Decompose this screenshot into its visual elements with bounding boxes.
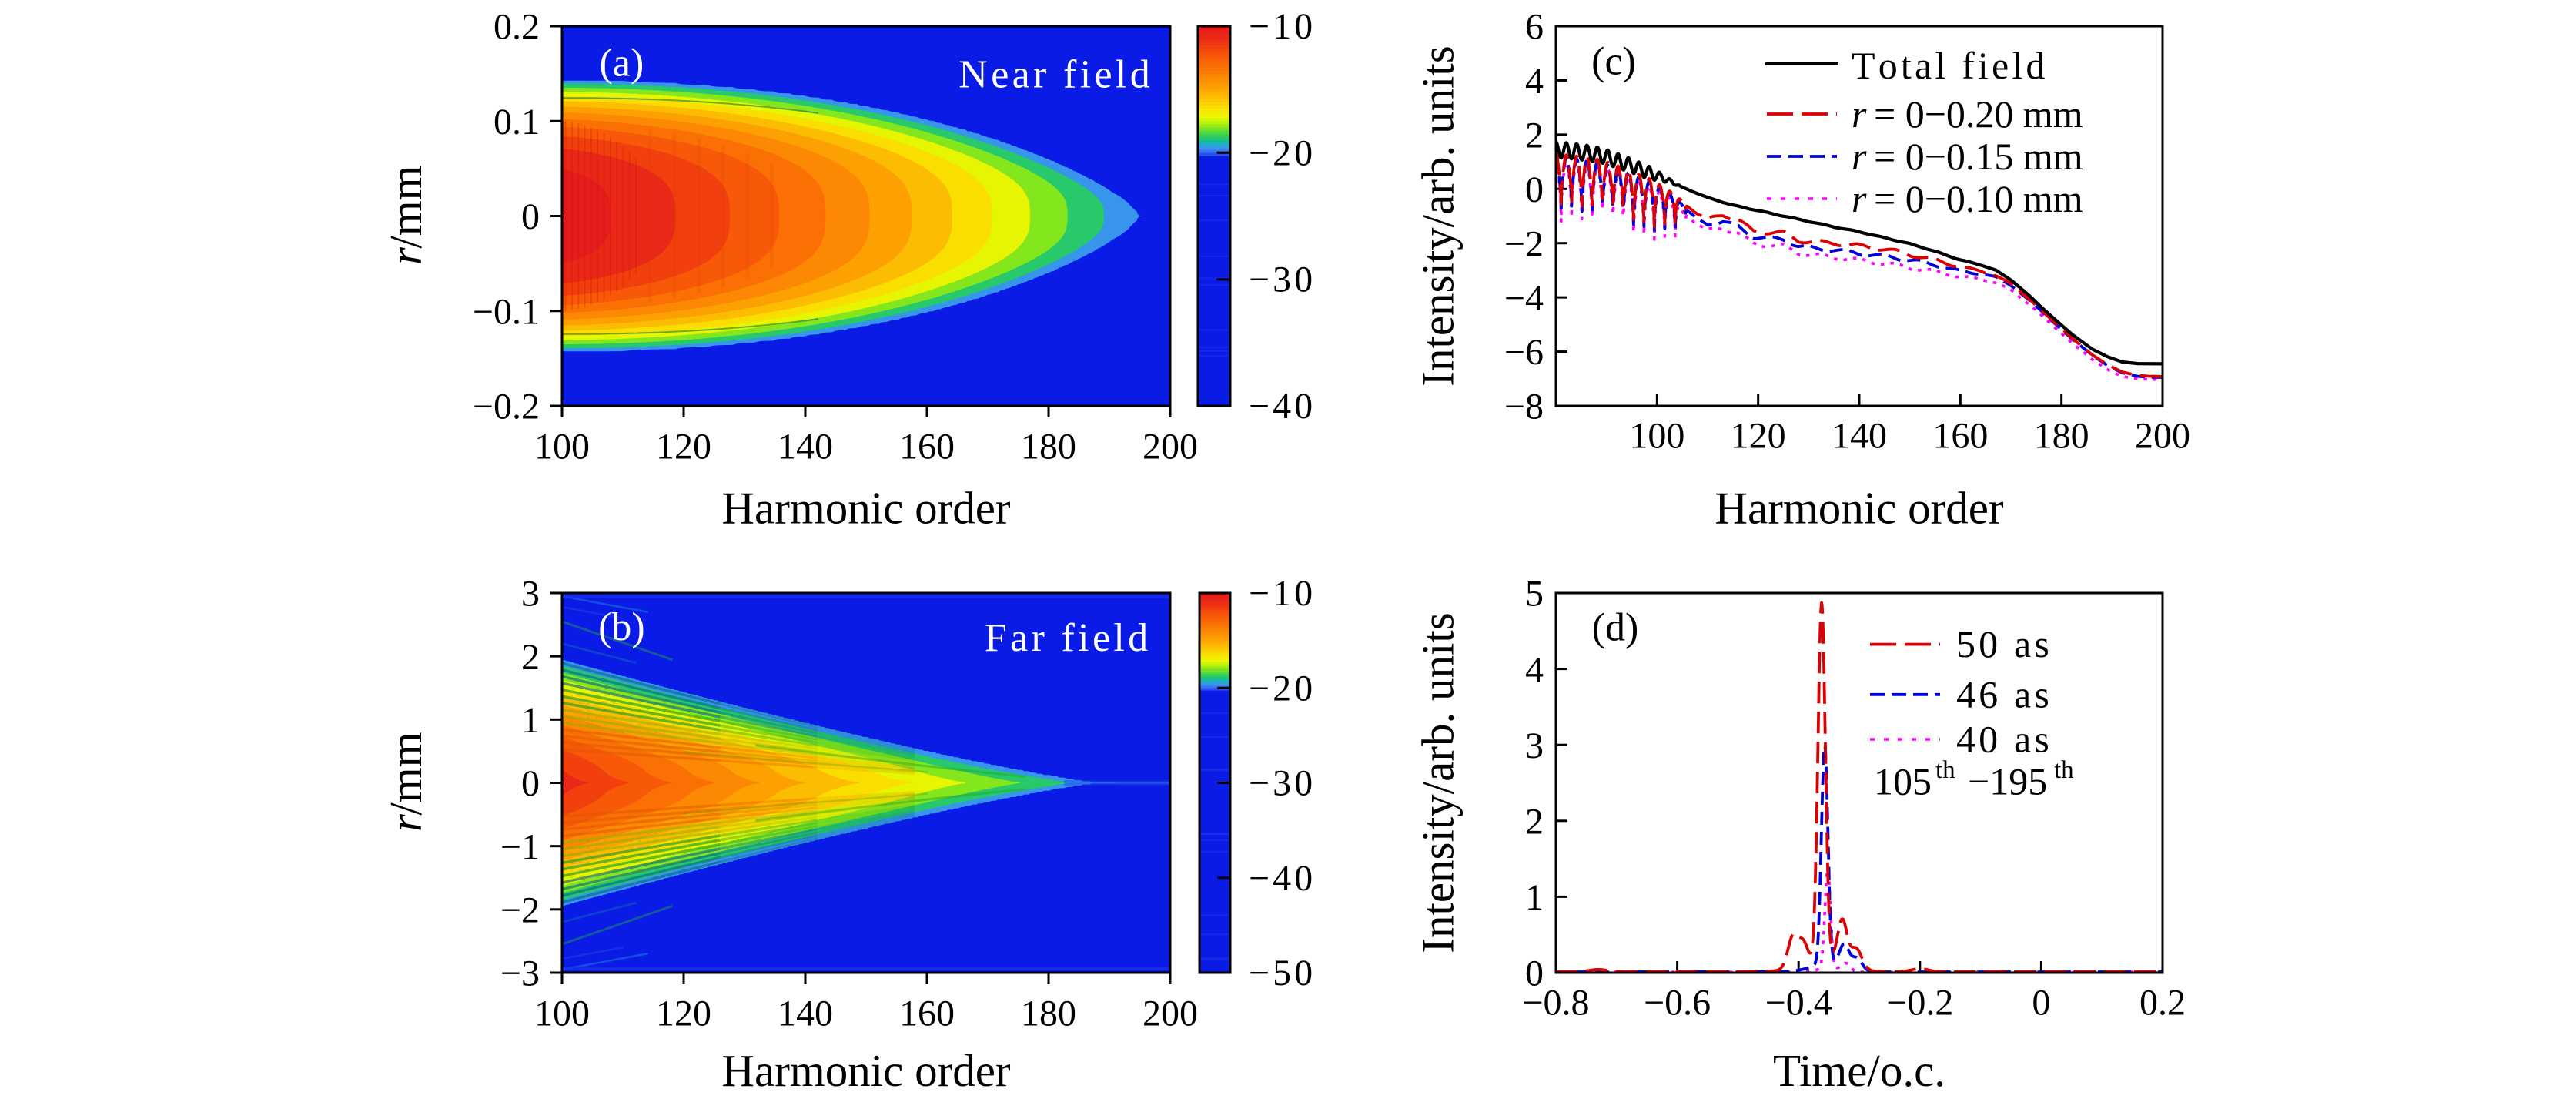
svg-text:− 4 0: − 4 0 [1249, 386, 1313, 427]
svg-text:r: r [380, 246, 431, 265]
svg-text:Harmonic order: Harmonic order [1715, 483, 2003, 534]
svg-text:160: 160 [899, 993, 955, 1034]
svg-text:100: 100 [1629, 415, 1684, 456]
svg-text:= 0−0.10 mm: = 0−0.10 mm [1874, 177, 2083, 220]
svg-text:−0.1: −0.1 [473, 291, 540, 332]
svg-text:−0.2: −0.2 [473, 387, 540, 427]
svg-text:1: 1 [1525, 877, 1544, 918]
svg-text:N e a r f i e l d: N e a r f i e l d [958, 52, 1149, 96]
svg-text:−3: −3 [500, 953, 540, 994]
svg-text:0.1: 0.1 [493, 102, 540, 142]
svg-text:−0.8: −0.8 [1522, 982, 1589, 1023]
svg-text:Intensity/arb. units: Intensity/arb. units [1413, 612, 1464, 953]
svg-text:th: th [1935, 756, 1955, 784]
svg-text:200: 200 [1142, 993, 1198, 1034]
svg-text:3: 3 [1525, 725, 1544, 766]
svg-text:(b): (b) [598, 605, 645, 649]
svg-text:th: th [2054, 756, 2074, 784]
svg-text:T o t a l f i e l d: T o t a l f i e l d [1852, 44, 2045, 87]
svg-text:3: 3 [521, 574, 540, 615]
svg-text:0: 0 [2032, 982, 2050, 1023]
svg-text:−6: −6 [1504, 332, 1544, 373]
svg-text:180: 180 [1021, 426, 1076, 467]
svg-text:−8: −8 [1504, 387, 1544, 427]
svg-text:Intensity/arb. units: Intensity/arb. units [1413, 45, 1464, 386]
svg-text:140: 140 [778, 426, 833, 467]
svg-text:Harmonic order: Harmonic order [721, 483, 1010, 534]
svg-text:−0.2: −0.2 [1886, 982, 1953, 1023]
svg-text:Harmonic order: Harmonic order [721, 1045, 1010, 1096]
svg-text:120: 120 [656, 993, 711, 1034]
svg-text:−0.4: −0.4 [1765, 982, 1832, 1023]
svg-text:105: 105 [1874, 760, 1932, 803]
svg-text:= 0−0.20 mm: = 0−0.20 mm [1874, 92, 2083, 136]
svg-text:r: r [380, 813, 431, 832]
svg-text:r: r [1852, 92, 1867, 136]
svg-text:−2: −2 [1504, 223, 1544, 264]
svg-text:F a r f i e l d: F a r f i e l d [985, 616, 1148, 660]
svg-text:120: 120 [1731, 415, 1786, 456]
svg-text:−0.6: −0.6 [1644, 982, 1711, 1023]
svg-text:− 4 0: − 4 0 [1249, 858, 1313, 899]
svg-text:0: 0 [521, 196, 540, 237]
svg-text:180: 180 [2034, 415, 2089, 456]
svg-text:− 3 0: − 3 0 [1249, 763, 1313, 804]
svg-text:/mm: /mm [380, 732, 431, 815]
svg-text:2: 2 [521, 637, 540, 678]
svg-text:= 0−0.15 mm: = 0−0.15 mm [1874, 135, 2083, 178]
svg-text:160: 160 [1932, 415, 1988, 456]
svg-text:0: 0 [521, 763, 540, 804]
svg-text:− 2 0: − 2 0 [1249, 668, 1313, 709]
svg-text:− 1 0: − 1 0 [1249, 573, 1313, 614]
svg-text:4: 4 [1525, 649, 1544, 690]
svg-text:− 5 0: − 5 0 [1249, 953, 1313, 993]
svg-text:(a): (a) [600, 41, 644, 85]
svg-text:140: 140 [1832, 415, 1887, 456]
svg-text:−1: −1 [500, 826, 540, 867]
svg-text:−2: −2 [500, 890, 540, 930]
svg-text:4: 4 [1525, 61, 1544, 102]
svg-text:r: r [1852, 135, 1867, 178]
svg-text:160: 160 [899, 426, 955, 467]
svg-text:1: 1 [521, 700, 540, 741]
svg-text:2: 2 [1525, 116, 1544, 156]
svg-text:(c): (c) [1591, 40, 1636, 84]
svg-text:200: 200 [2135, 415, 2190, 456]
svg-text:0: 0 [1525, 169, 1544, 210]
svg-text:4 6 a s: 4 6 a s [1956, 672, 2049, 715]
svg-text:140: 140 [778, 993, 833, 1034]
svg-text:100: 100 [534, 993, 590, 1034]
svg-text:2: 2 [1525, 801, 1544, 842]
svg-text:4 0 a s: 4 0 a s [1956, 718, 2049, 761]
svg-text:− 1 0: − 1 0 [1249, 6, 1313, 47]
svg-text:− 3 0: − 3 0 [1249, 260, 1313, 300]
svg-text:/mm: /mm [380, 165, 431, 248]
svg-text:0.2: 0.2 [493, 7, 540, 48]
svg-text:0: 0 [1525, 953, 1544, 994]
svg-text:Time/o.c.: Time/o.c. [1773, 1045, 1945, 1096]
svg-text:6: 6 [1525, 7, 1544, 48]
svg-text:r: r [1852, 177, 1867, 220]
svg-text:180: 180 [1021, 993, 1076, 1034]
svg-text:5 0 a s: 5 0 a s [1956, 622, 2049, 665]
svg-text:200: 200 [1142, 426, 1198, 467]
svg-text:100: 100 [534, 426, 590, 467]
svg-text:−4: −4 [1504, 278, 1544, 319]
svg-text:0.2: 0.2 [2139, 982, 2186, 1023]
svg-text:5: 5 [1525, 574, 1544, 615]
svg-text:− 2 0: − 2 0 [1249, 132, 1313, 173]
svg-text:−195: −195 [1968, 760, 2047, 803]
svg-text:(d): (d) [1592, 606, 1639, 650]
svg-text:120: 120 [656, 426, 711, 467]
